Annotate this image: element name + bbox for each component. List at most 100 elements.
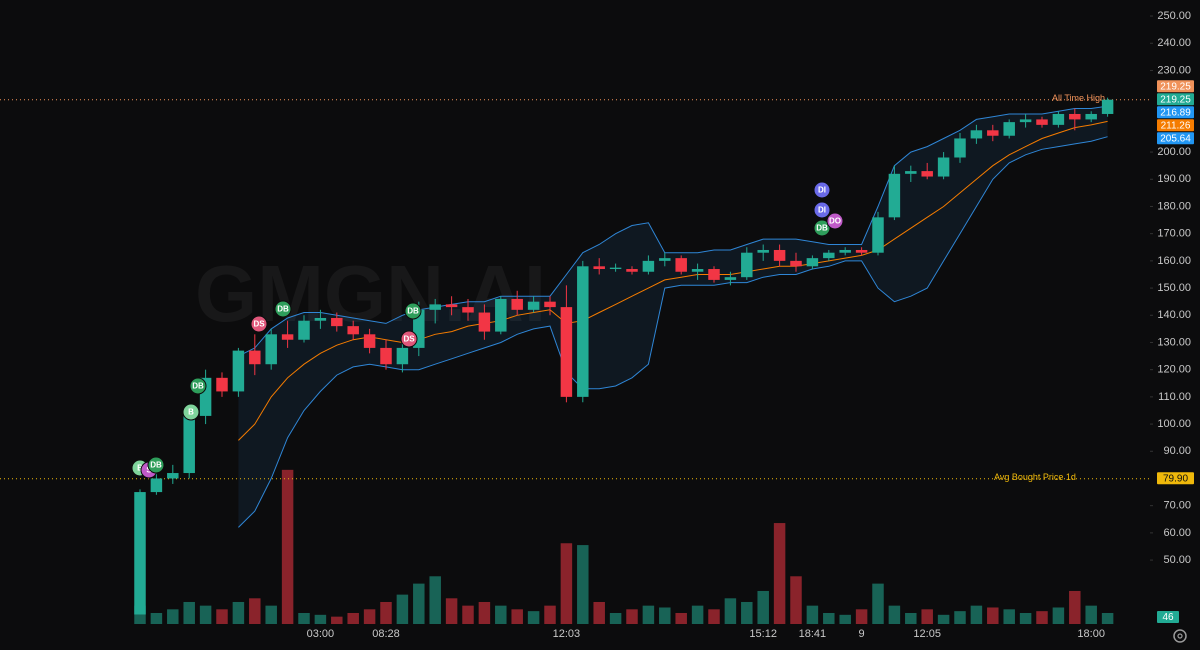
volume-bar <box>741 601 753 624</box>
candle-body <box>560 307 573 397</box>
price-tag <box>1157 119 1194 132</box>
candle-body <box>888 173 901 218</box>
candle-body <box>741 252 753 278</box>
candle-body <box>331 317 343 327</box>
volume-bar <box>1036 611 1048 624</box>
volume-bar <box>806 605 819 624</box>
volume-bar <box>823 612 835 624</box>
volume-bar <box>626 609 638 624</box>
candle-body <box>954 138 966 158</box>
candle-body <box>380 347 392 365</box>
candle-body <box>511 298 523 310</box>
settings-icon[interactable] <box>1173 629 1187 643</box>
price-tag-label: 219.25 <box>1160 94 1191 105</box>
y-tick-label: 180.00 <box>1157 200 1191 212</box>
badge-label: DI <box>818 206 826 215</box>
y-tick-label: 170.00 <box>1157 228 1191 240</box>
badge <box>147 456 165 474</box>
candle-body <box>429 304 441 310</box>
volume-bar <box>560 543 573 624</box>
candle-body <box>708 269 720 280</box>
volume-bar <box>855 609 868 624</box>
candle-body <box>183 415 195 474</box>
candle-body <box>216 377 228 392</box>
candle-body <box>675 258 687 272</box>
volume-bar <box>445 598 458 624</box>
price-tag-label: 79.90 <box>1163 473 1188 484</box>
y-tick-label: 130.00 <box>1157 336 1191 348</box>
candle-body <box>396 347 409 365</box>
badge <box>404 302 422 320</box>
candle-body <box>1101 99 1114 114</box>
candle-body <box>790 260 802 267</box>
badge <box>250 315 268 333</box>
candle-body <box>298 320 310 340</box>
settings-icon-center <box>1177 633 1183 639</box>
candle-body <box>937 157 950 177</box>
candle-body <box>1003 122 1015 136</box>
candle-body <box>987 130 999 136</box>
candle-body <box>445 304 458 308</box>
volume-tag-label: 46 <box>1162 612 1174 623</box>
x-tick-label: 03:00 <box>307 628 335 640</box>
candle-body <box>527 301 540 310</box>
badge-label: DB <box>277 305 289 314</box>
badge-label: DS <box>253 320 265 329</box>
y-tick-label: 160.00 <box>1157 255 1191 267</box>
y-tick-label: 140.00 <box>1157 309 1191 321</box>
badge <box>189 377 207 395</box>
y-tick-label: 50.00 <box>1163 554 1191 566</box>
volume-bar <box>773 523 786 624</box>
y-tick-label: 190.00 <box>1157 173 1191 185</box>
price-tag-label: 219.25 <box>1160 81 1191 92</box>
price-tag <box>1157 80 1194 93</box>
y-tick-label: 90.00 <box>1163 445 1191 457</box>
y-tick-label: 200.00 <box>1157 146 1191 158</box>
candle-body <box>347 326 359 335</box>
candle-body <box>691 269 704 272</box>
candle-body <box>626 269 638 272</box>
volume-bar <box>790 576 802 624</box>
volume-bar <box>462 605 474 624</box>
volume-bar <box>199 605 212 624</box>
y-tick-label: 110.00 <box>1158 391 1191 403</box>
candle-body <box>232 350 245 392</box>
candle-body <box>872 217 884 253</box>
volume-bar <box>577 545 589 624</box>
candle-body <box>970 130 983 139</box>
price-tag-label: 205.64 <box>1160 133 1191 144</box>
candle-body <box>150 478 163 493</box>
volume-bar <box>314 614 327 624</box>
badge <box>182 403 200 421</box>
y-tick-label: 70.00 <box>1163 500 1191 512</box>
y-tick-label: 240.00 <box>1157 37 1191 49</box>
hline-label: Avg Bought Price 1d <box>994 472 1076 482</box>
volume-bar <box>363 609 376 624</box>
volume-bar <box>659 607 671 624</box>
y-tick-label: 150.00 <box>1157 282 1191 294</box>
badge-label: B <box>188 408 194 417</box>
candle-body <box>199 377 212 416</box>
volume-bar <box>413 583 425 624</box>
volume-bar <box>478 601 491 624</box>
volume-bar <box>167 609 179 624</box>
candle-body <box>839 249 851 253</box>
volume-bar <box>872 583 884 624</box>
x-tick-label: 08:28 <box>372 628 400 640</box>
volume-bar <box>839 614 851 624</box>
volume-bar <box>511 609 523 624</box>
basis-line <box>238 120 1108 441</box>
volume-bar <box>675 612 687 624</box>
candle-body <box>757 249 769 253</box>
candle-body <box>593 266 605 270</box>
candle-body <box>1019 119 1032 123</box>
candle-body <box>577 266 589 397</box>
badge <box>274 300 292 318</box>
volume-bar <box>134 605 146 624</box>
volume-bar <box>331 616 343 624</box>
x-tick-label: 18:00 <box>1077 628 1105 640</box>
x-tick-label: 12:03 <box>553 628 581 640</box>
